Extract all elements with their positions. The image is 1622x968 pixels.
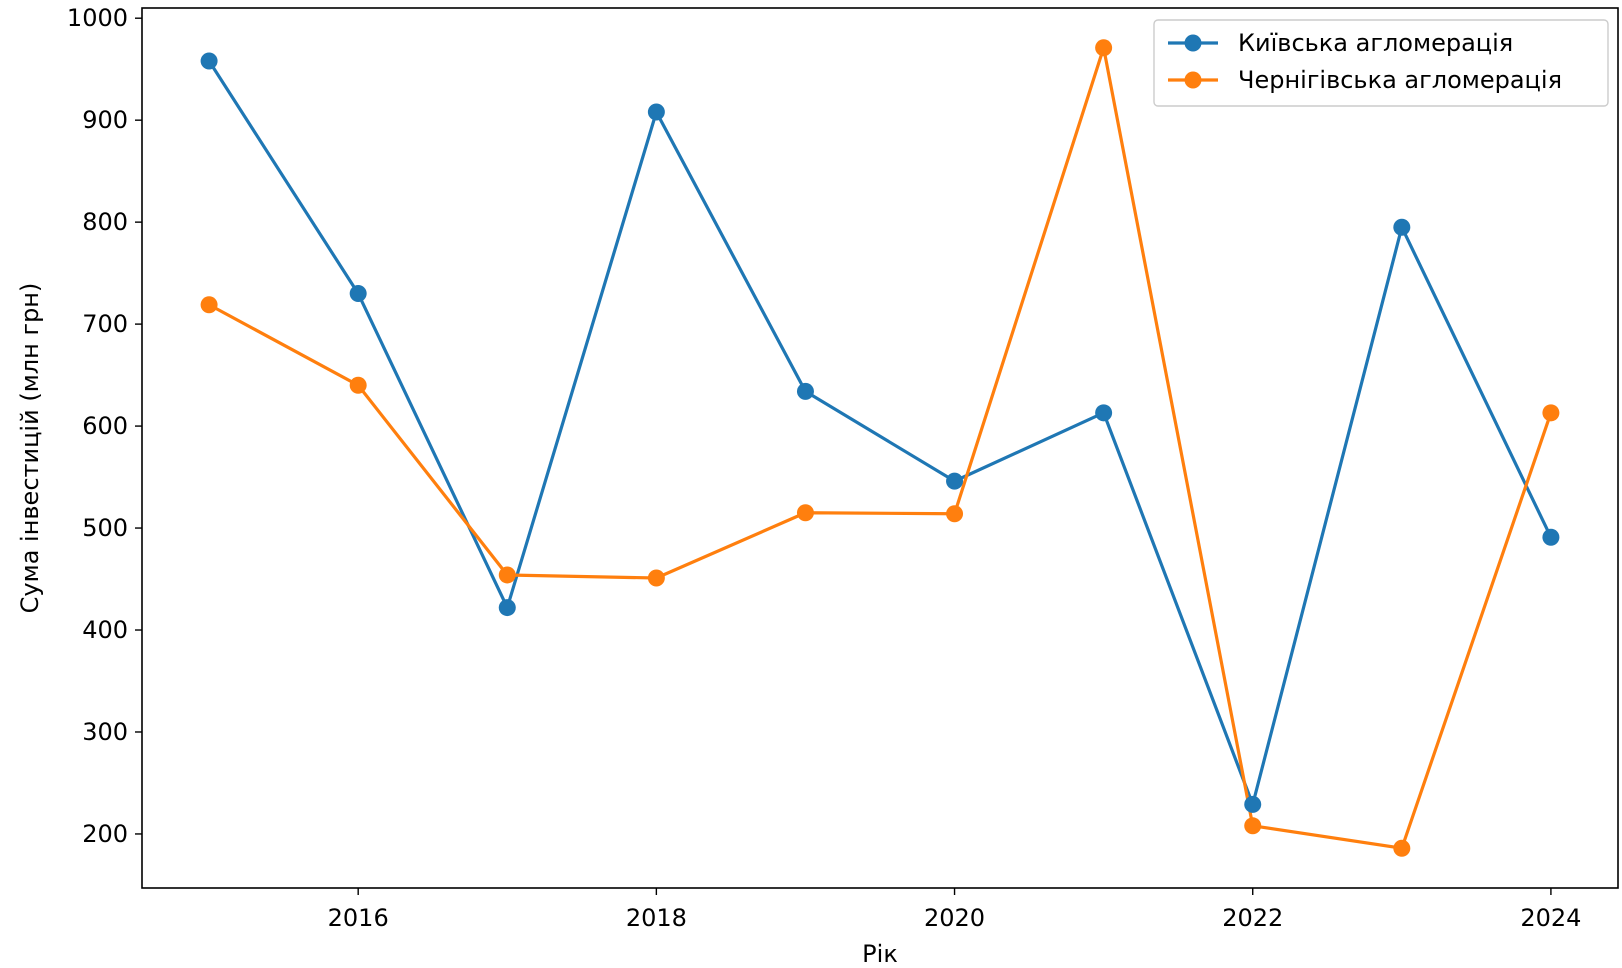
y-tick-label: 200 xyxy=(82,820,128,848)
x-tick-label: 2020 xyxy=(924,904,985,932)
y-tick-label: 400 xyxy=(82,616,128,644)
x-axis-ticks: 2016 2018 2020 2022 2024 xyxy=(328,888,1581,932)
data-point-series-1 xyxy=(1095,404,1113,422)
y-axis-ticks: 200 300 400 500 600 700 800 900 1000 xyxy=(67,4,142,848)
legend: Київська агломерація Чернігівська агломер… xyxy=(1153,19,1609,107)
legend-marker-1 xyxy=(1184,34,1202,52)
data-point-series-2 xyxy=(946,505,964,523)
y-tick-label: 800 xyxy=(82,208,128,236)
data-point-series-1 xyxy=(796,382,814,400)
x-tick-label: 2024 xyxy=(1520,904,1581,932)
legend-label-2: Чернігівська агломерація xyxy=(1238,66,1562,94)
data-point-series-2 xyxy=(1095,39,1113,57)
y-tick-label: 900 xyxy=(82,106,128,134)
series-line-2 xyxy=(207,46,1553,850)
data-point-series-1 xyxy=(1393,218,1411,236)
y-tick-label: 300 xyxy=(82,718,128,746)
data-point-series-2 xyxy=(1244,817,1262,835)
legend-label-1: Київська агломерація xyxy=(1238,29,1513,57)
data-point-series-1 xyxy=(946,472,964,490)
data-point-series-2 xyxy=(200,296,218,314)
y-tick-label: 700 xyxy=(82,310,128,338)
series-line-1 xyxy=(207,59,1553,806)
y-tick-label: 1000 xyxy=(67,4,128,32)
data-point-series-2 xyxy=(1393,839,1411,857)
data-point-series-1 xyxy=(498,599,516,617)
data-point-series-1 xyxy=(200,52,218,70)
legend-frame xyxy=(1153,19,1609,107)
data-point-series-2 xyxy=(349,376,367,394)
x-tick-label: 2016 xyxy=(328,904,389,932)
y-tick-label: 500 xyxy=(82,514,128,542)
y-axis-label: Сума інвестицій (млн грн) xyxy=(16,283,44,614)
x-tick-label: 2018 xyxy=(626,904,687,932)
data-point-series-1 xyxy=(647,103,665,121)
data-point-series-2 xyxy=(796,504,814,522)
series-lines xyxy=(207,46,1553,850)
x-axis-label: Рік xyxy=(862,940,898,968)
legend-marker-2 xyxy=(1184,71,1202,89)
data-point-series-1 xyxy=(349,285,367,303)
data-point-series-2 xyxy=(647,569,665,587)
plot-area-frame xyxy=(141,7,1619,889)
data-point-series-1 xyxy=(1542,528,1560,546)
x-tick-label: 2022 xyxy=(1222,904,1283,932)
data-point-series-2 xyxy=(1542,404,1560,422)
data-point-series-2 xyxy=(498,566,516,584)
series-markers xyxy=(200,39,1560,857)
y-tick-label: 600 xyxy=(82,412,128,440)
data-point-series-1 xyxy=(1244,795,1262,813)
